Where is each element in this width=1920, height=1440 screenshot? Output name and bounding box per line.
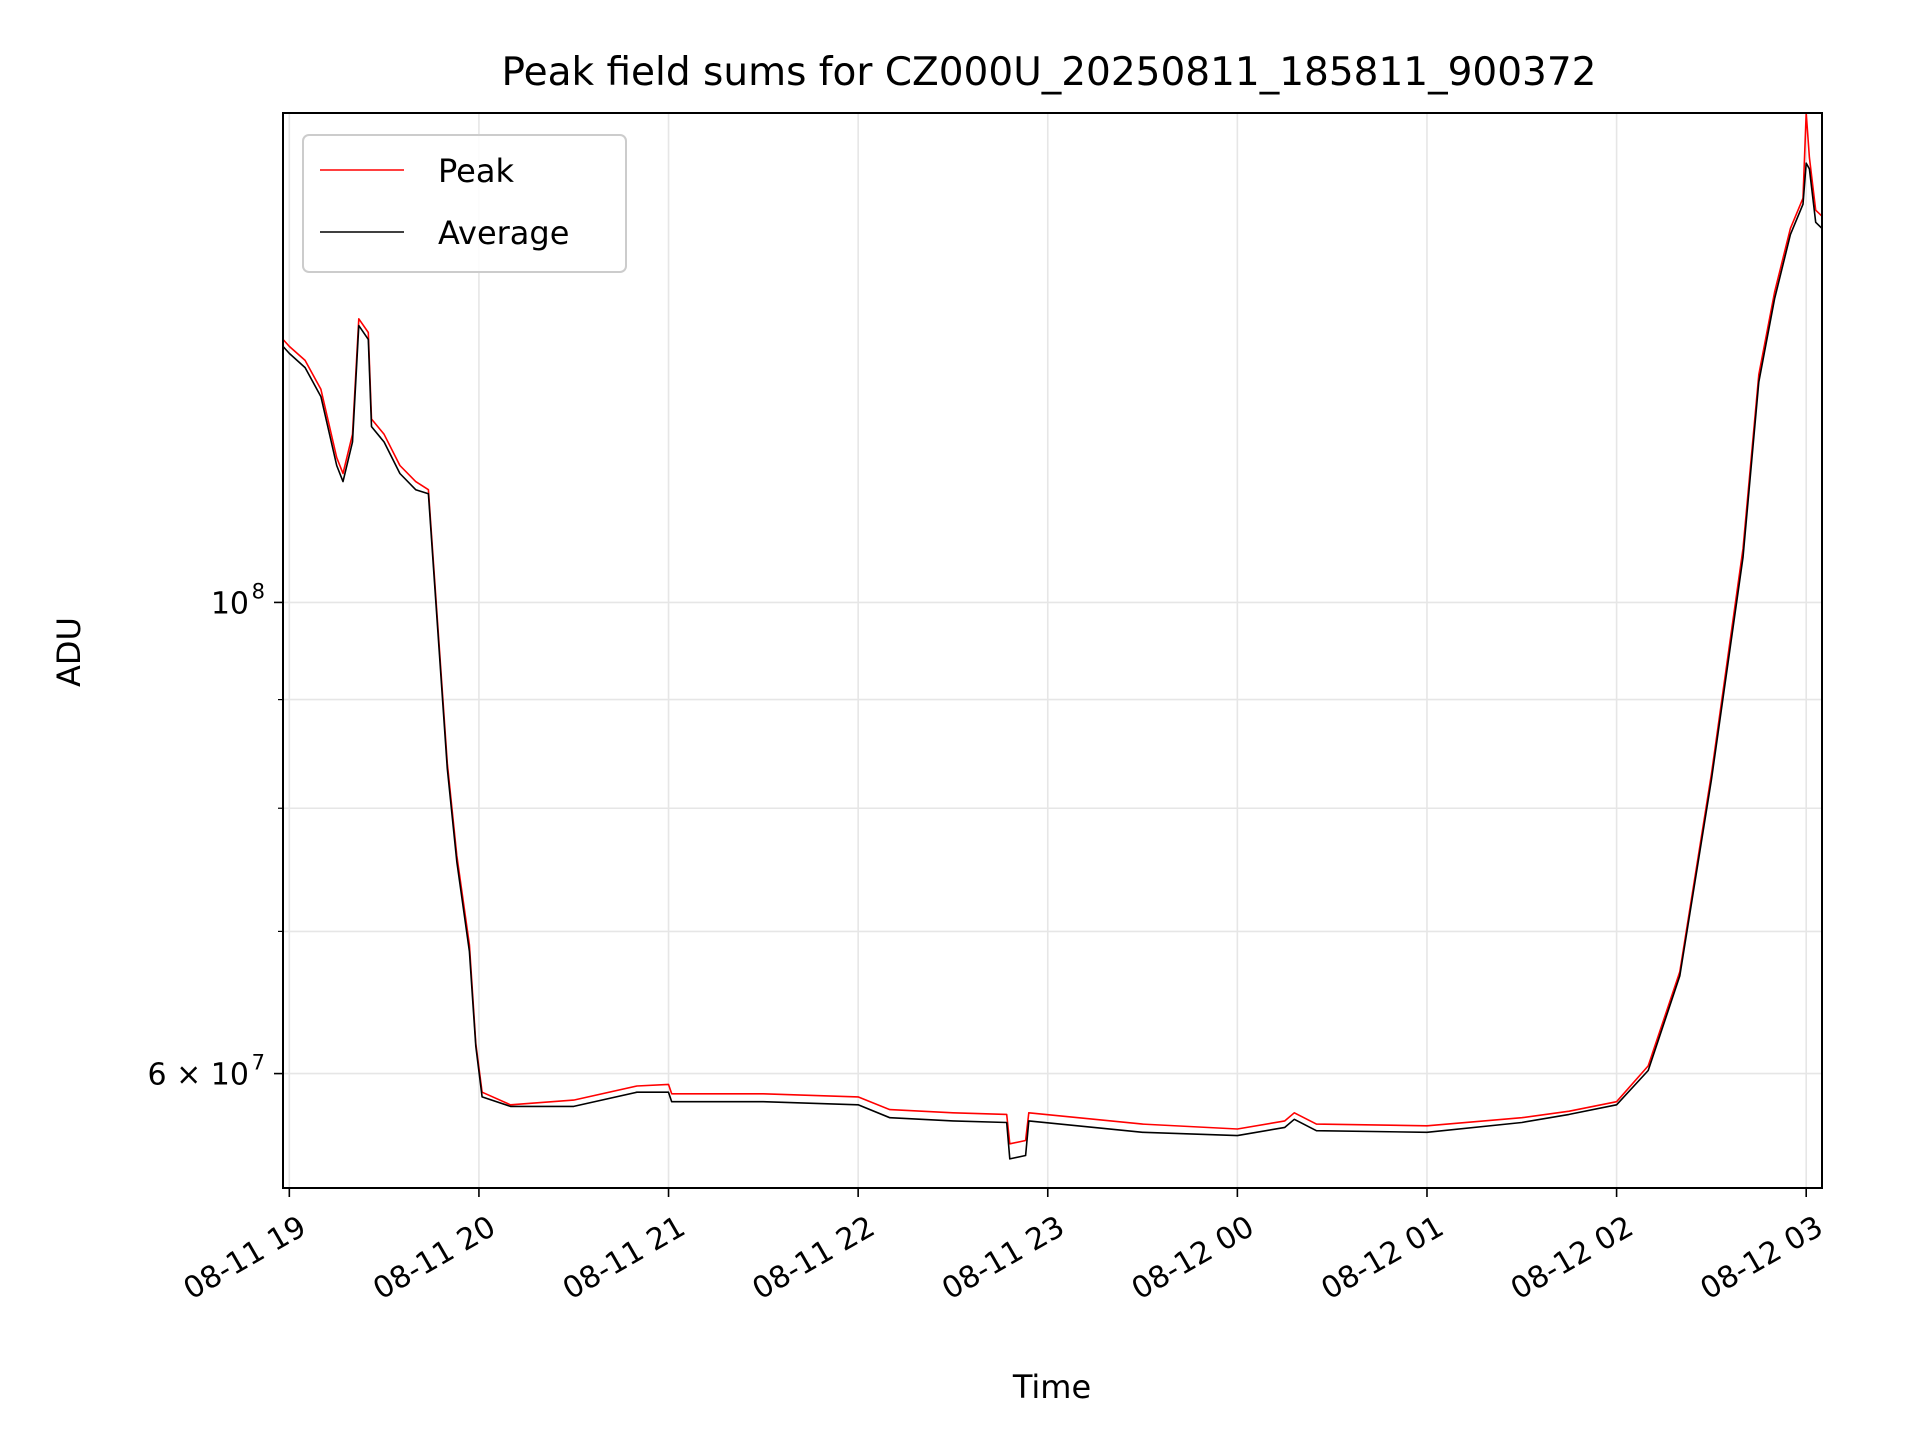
y-tick-label-base: 6 × 10	[148, 1058, 249, 1093]
y-axis: 10 8 6 × 10 7	[148, 579, 283, 1093]
grid	[283, 113, 1822, 1188]
legend-label-peak: Peak	[438, 152, 514, 190]
series-layer	[282, 112, 1823, 1160]
y-tick-label-exponent: 7	[252, 1051, 265, 1075]
legend-label-average: Average	[438, 214, 569, 252]
y-axis-label: ADU	[50, 617, 88, 687]
y-tick-label: 6 × 10	[148, 1058, 249, 1093]
y-tick-label-exponent: 8	[252, 579, 265, 603]
chart-title: Peak field sums for CZ000U_20250811_1858…	[501, 50, 1596, 95]
y-tick-label: 10	[211, 586, 249, 621]
y-tick-label-base: 10	[211, 586, 249, 621]
plot-frame	[282, 112, 1823, 1189]
series-line-average	[282, 162, 1823, 1160]
x-axis-label: Time	[1012, 1368, 1091, 1406]
legend: Peak Average	[302, 134, 627, 273]
